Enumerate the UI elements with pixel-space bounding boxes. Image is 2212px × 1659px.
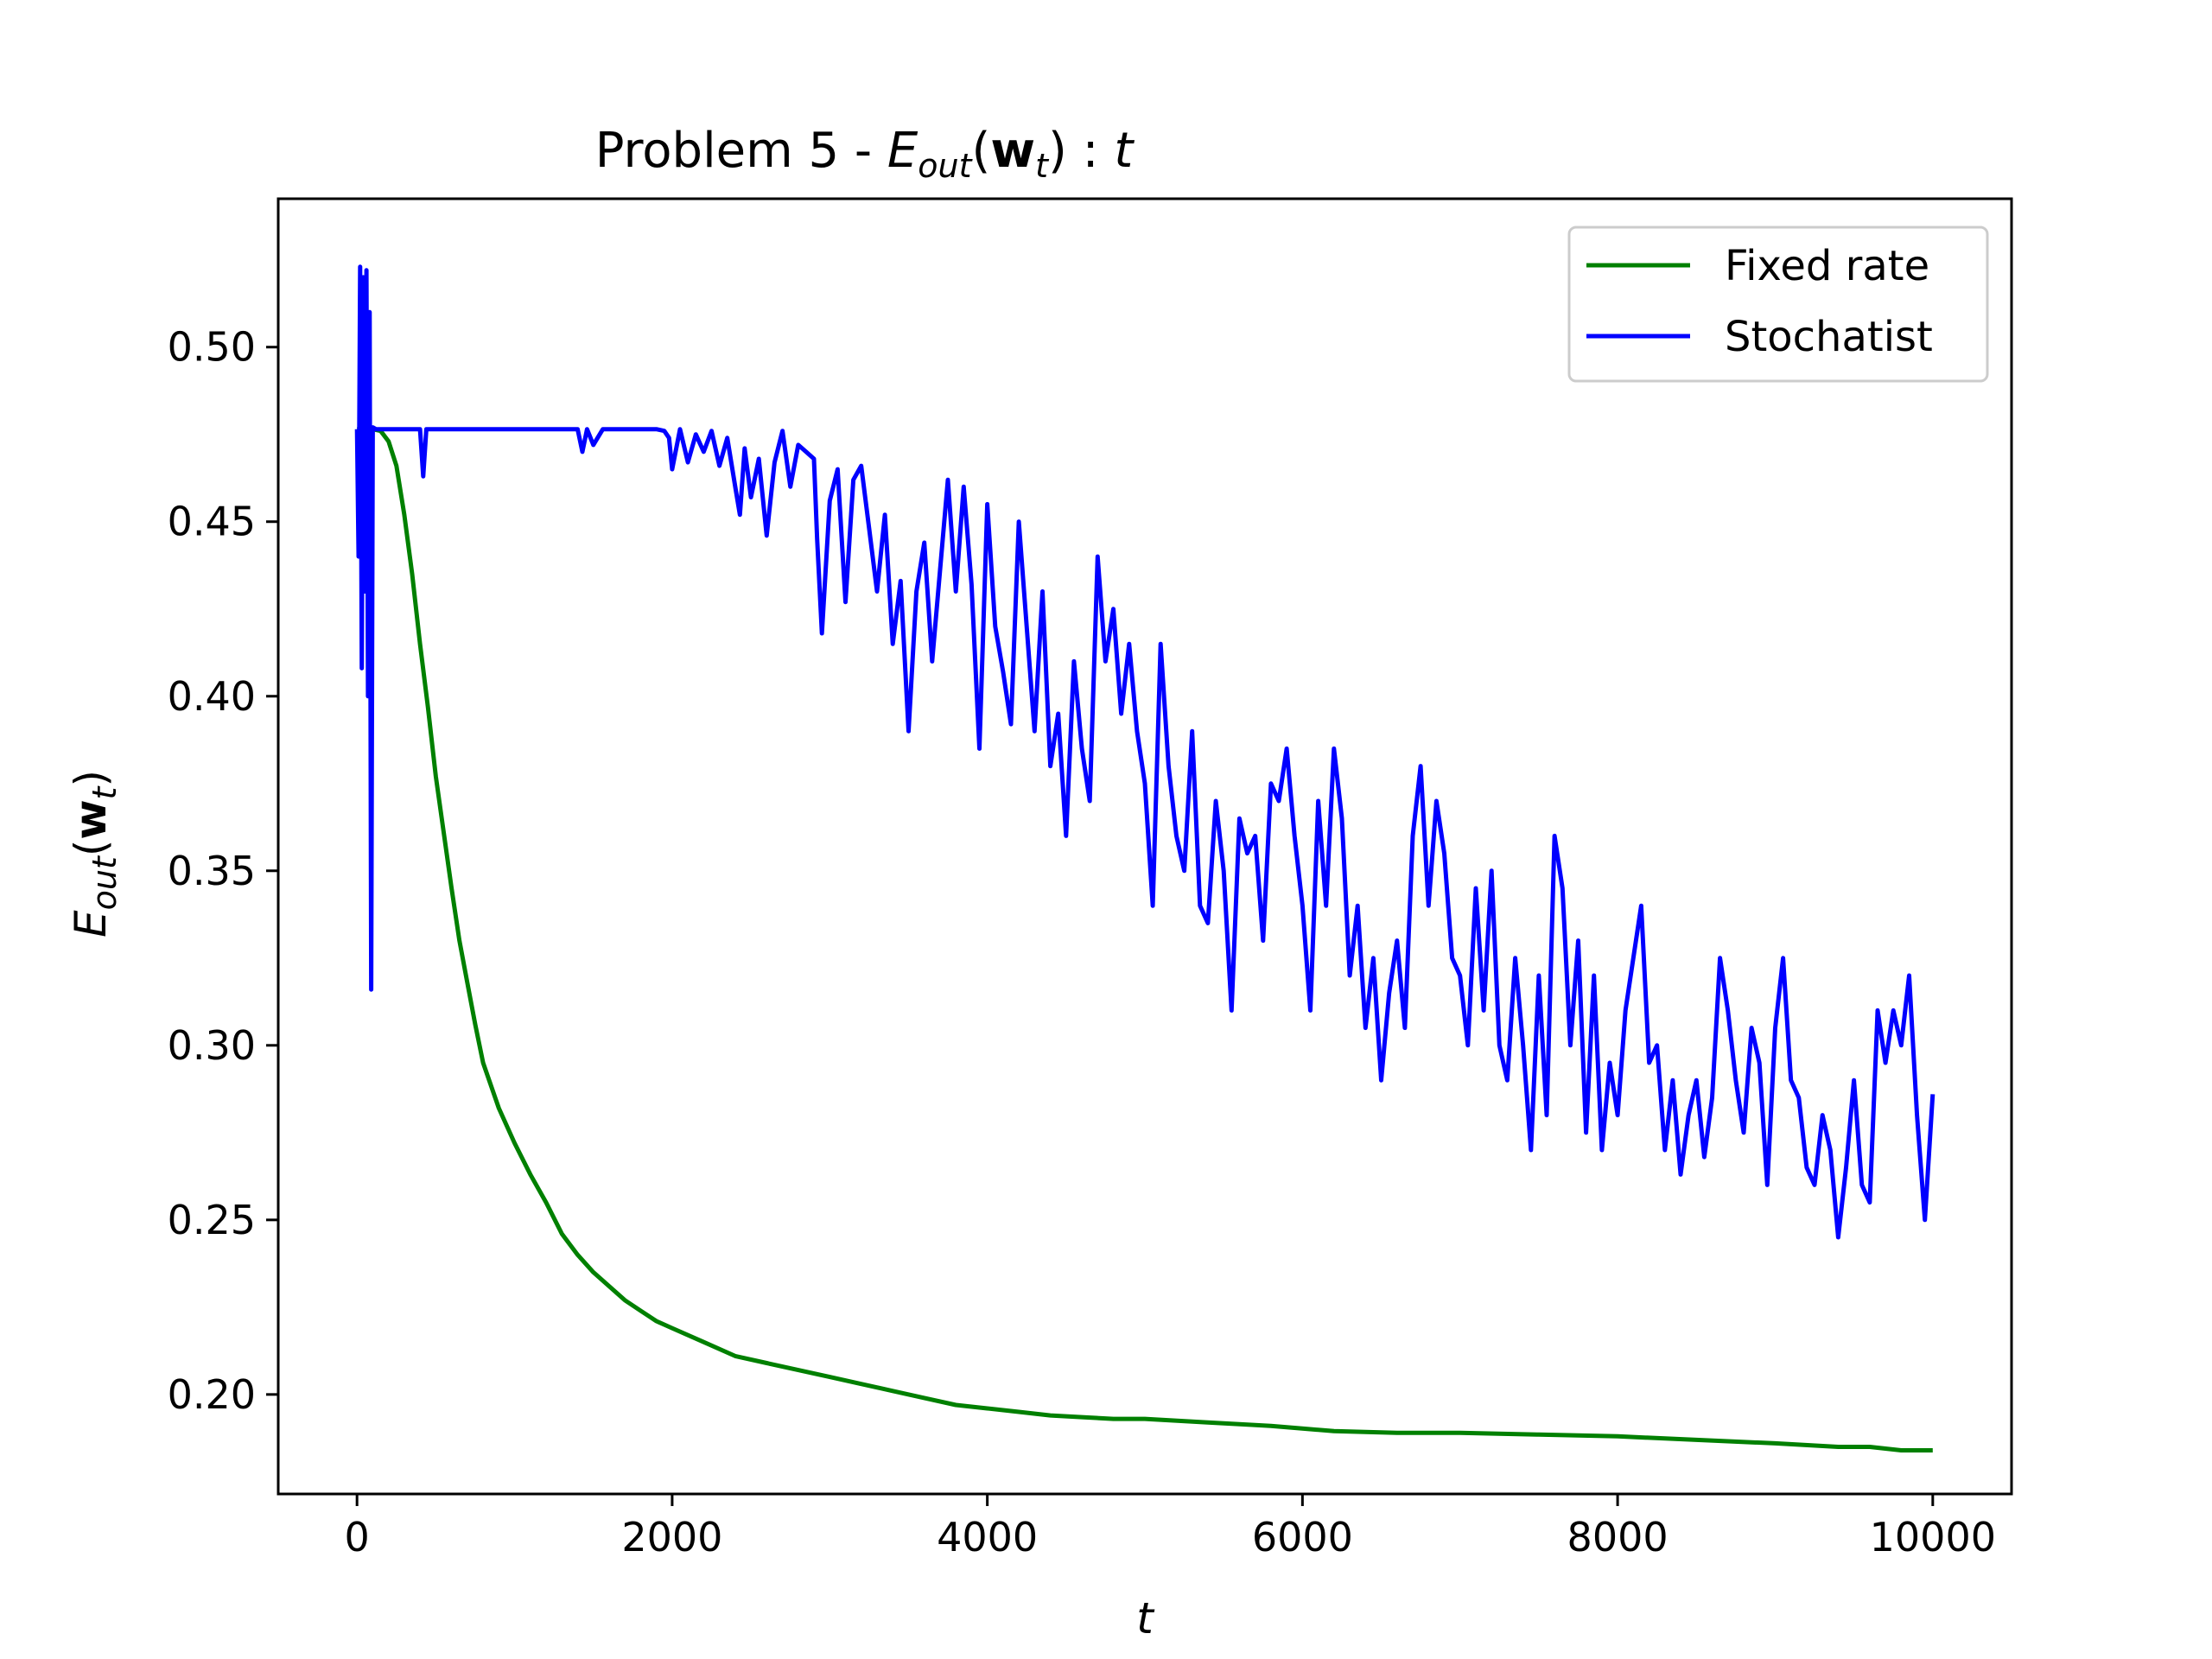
y-tick-label: 0.25	[168, 1197, 256, 1243]
y-tick-label: 0.35	[168, 848, 256, 894]
y-tick-label: 0.40	[168, 673, 256, 720]
y-tick-label: 0.30	[168, 1022, 256, 1069]
title-arg-sub: t	[1035, 147, 1050, 185]
x-tick-label: 10000	[1870, 1514, 1996, 1560]
x-tick-label: 4000	[937, 1514, 1038, 1560]
title-prefix: Problem 5 -	[595, 123, 887, 179]
x-axis-label: t	[1136, 1593, 1155, 1643]
title-arg: w	[990, 123, 1035, 179]
title-arg-open: (	[972, 123, 991, 179]
x-tick-label: 6000	[1252, 1514, 1353, 1560]
series-line-fixed-rate	[357, 427, 1933, 1452]
plot-frame	[276, 197, 2013, 1496]
ylabel-arg-close: )	[66, 770, 116, 787]
tick-layer: 0 2000 4000 6000 8000 10000 0.20 0.25 0.30 0.35 0.…	[168, 324, 1996, 1560]
title-arg-close: )	[1048, 123, 1067, 179]
title-func: E	[887, 123, 918, 179]
y-tick-label: 0.20	[168, 1371, 256, 1418]
y-tick-label: 0.50	[168, 324, 256, 371]
title-var: t	[1114, 123, 1135, 179]
ylabel-func: E	[66, 910, 116, 938]
legend: Fixed rate Stochatist	[1567, 226, 1989, 383]
series-layer	[354, 264, 1936, 1452]
y-axis-label: Eout(wt)	[66, 770, 124, 938]
title-func-sub: out	[918, 147, 973, 185]
chart-title: Problem 5 - Eout(wt) : t	[595, 123, 1135, 185]
legend-label-fixed-rate: Fixed rate	[1725, 242, 1929, 290]
ylabel-arg: w	[66, 799, 116, 839]
title-sep: :	[1067, 123, 1114, 179]
x-tick-label: 2000	[621, 1514, 722, 1560]
y-tick-label: 0.45	[168, 499, 256, 545]
ylabel-arg-sub: t	[86, 785, 124, 799]
legend-label-stochatist: Stochatist	[1725, 313, 1933, 361]
x-tick-label: 8000	[1567, 1514, 1669, 1560]
x-tick-label: 0	[345, 1514, 370, 1560]
ylabel-func-sub: out	[86, 855, 124, 910]
ylabel-arg-open: (	[66, 840, 116, 857]
series-line-stochatist	[354, 264, 1936, 1240]
